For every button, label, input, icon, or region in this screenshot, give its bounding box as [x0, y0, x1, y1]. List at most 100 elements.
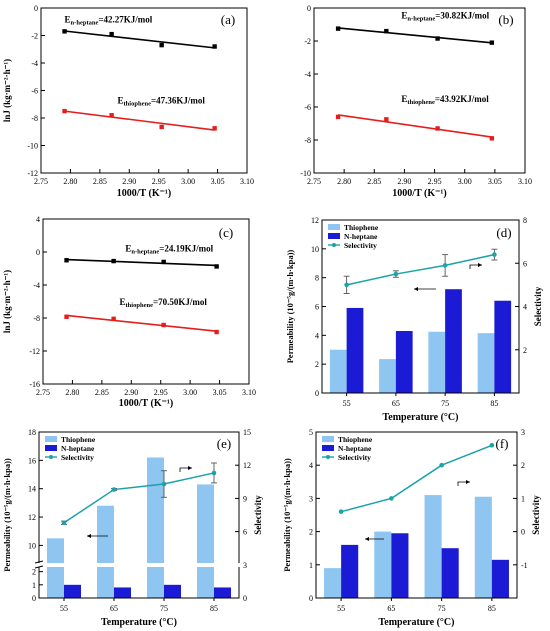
- y2-tick-label: 4: [523, 303, 527, 312]
- fit-line: [338, 27, 492, 44]
- x-tick-label: 2.90: [124, 388, 138, 397]
- right-axis-arrow-head: [188, 466, 192, 470]
- y2-axis-label: Selectivity: [533, 286, 543, 326]
- legend-marker: [49, 455, 53, 459]
- panel-label: (a): [221, 12, 235, 27]
- data-point: [62, 108, 67, 114]
- y-tick-label: 6: [315, 303, 319, 312]
- legend-marker: [326, 455, 330, 459]
- y-tick-label: -10: [27, 142, 38, 151]
- activation-energy-label: En-heptane=24.19KJ/mol: [125, 244, 213, 256]
- x-axis-label: 1000/T (K⁻¹): [119, 398, 173, 409]
- arrhenius-panel-b: 2.75 2.80 2.85 2.90 2.95 3.00 3.05 3.10 0 -2 -4 -6 -…: [300, 4, 532, 199]
- y2-tick-label: 12: [243, 461, 251, 470]
- y-tick-label: 10: [311, 245, 319, 254]
- x-tick-label: 2.90: [122, 177, 136, 186]
- panel-label: (f): [496, 436, 509, 451]
- panel-label: (e): [217, 436, 231, 451]
- data-point: [489, 40, 495, 45]
- y2-tick-label: 15: [243, 428, 251, 437]
- data-point: [335, 26, 341, 31]
- x-tick-label: 3.10: [242, 388, 256, 397]
- selectivity-point: [111, 487, 117, 492]
- activation-energy-label: Ethiophene=70.50KJ/mol: [120, 297, 208, 309]
- right-axis-arrow-head: [466, 480, 470, 484]
- selectivity-point: [439, 462, 444, 468]
- legend-entry: N-heptane: [344, 232, 378, 241]
- data-point: [159, 42, 164, 48]
- y2-tick-label: -1: [521, 561, 528, 570]
- selectivity-point: [393, 271, 399, 277]
- panel-label: (d): [496, 225, 511, 240]
- x-axis-label: Temperature (°C): [101, 617, 177, 628]
- legend-entry: N-heptane: [338, 444, 372, 453]
- legend-swatch: [328, 233, 340, 239]
- y2-tick-label: 3: [521, 428, 525, 437]
- x-tick-label: 65: [392, 399, 400, 408]
- x-tick-label: 3.00: [183, 388, 197, 397]
- fit-line: [64, 30, 215, 49]
- selectivity-point: [492, 252, 497, 257]
- y-tick-label: 14: [28, 485, 36, 494]
- y-tick-label: 2: [315, 360, 319, 369]
- y-tick-label: -8: [31, 114, 38, 123]
- y2-tick-label: 3: [243, 561, 247, 570]
- y2-axis-label: Selectivity: [253, 495, 263, 535]
- data-point: [214, 329, 219, 335]
- n-heptane-bar: [214, 587, 231, 598]
- data-point: [64, 258, 69, 263]
- y-tick-label: 10: [28, 541, 36, 550]
- y-axis-label: lnJ (kg·m⁻²·h⁻¹): [2, 59, 12, 122]
- x-tick-label: 3.00: [458, 177, 472, 186]
- y-tick-label: 0: [307, 4, 311, 13]
- x-tick-label: 2.85: [95, 388, 109, 397]
- y-tick-label: 4: [36, 215, 40, 224]
- left-axis-arrow-head: [87, 534, 91, 538]
- y-tick-label: 8: [315, 274, 319, 283]
- x-tick-label: 75: [438, 604, 446, 613]
- data-point: [62, 29, 67, 34]
- right-axis-arrow-head: [478, 263, 482, 267]
- y-tick-label: 0: [315, 389, 319, 398]
- thiophene-bar: [97, 505, 114, 598]
- y-tick-label: 0: [34, 4, 38, 13]
- y-tick-label: 16: [28, 456, 36, 465]
- activation-energy-label: En-heptane=42.27KJ/mol: [65, 14, 153, 26]
- x-tick-label: 2.80: [65, 388, 79, 397]
- activation-energy-label: Ethiophene=47.36KJ/mol: [118, 96, 206, 108]
- activation-energy-label: En-heptane=30.82KJ/mol: [401, 11, 489, 23]
- selectivity-point: [442, 263, 448, 268]
- x-tick-label: 2.75: [34, 177, 48, 186]
- data-point: [109, 31, 114, 37]
- y-tick-label: 0: [309, 594, 313, 603]
- x-tick-label: 3.05: [213, 388, 227, 397]
- y-tick-label: 12: [28, 513, 36, 522]
- axis-break-gap: [35, 563, 243, 567]
- y-tick-label: -6: [304, 103, 311, 112]
- fit-line: [66, 314, 217, 332]
- x-tick-label: 3.10: [518, 177, 532, 186]
- y2-tick-label: 6: [523, 259, 527, 268]
- data-point: [111, 258, 116, 264]
- selectivity-point: [338, 509, 344, 514]
- fit-line: [66, 258, 217, 267]
- x-tick-label: 3.05: [488, 177, 502, 186]
- data-point: [161, 322, 166, 328]
- x-tick-label: 65: [387, 604, 395, 613]
- x-tick-label: 2.85: [93, 177, 107, 186]
- axis-break-mark: [34, 560, 44, 564]
- arrhenius-panel-a: 2.75 2.80 2.85 2.90 2.95 3.00 3.05 3.10 0 -2 -4 -6 -…: [2, 4, 254, 199]
- activation-energy-label: Ethiophene=43.92KJ/mol: [401, 94, 489, 106]
- plot-frame: [42, 218, 250, 385]
- data-point: [159, 124, 164, 130]
- data-point: [335, 114, 341, 120]
- x-tick-label: 2.90: [397, 177, 411, 186]
- x-tick-label: 75: [441, 399, 449, 408]
- y-tick-label: -12: [27, 169, 38, 178]
- permeability-panel-d: 55 65 75 852468ThiopheneN-heptaneSelectivit…: [285, 216, 543, 423]
- y2-tick-label: 1: [521, 494, 525, 503]
- legend-swatch: [45, 436, 57, 442]
- y-tick-label: 12: [311, 216, 319, 225]
- x-axis-label: 1000/T (K⁻¹): [392, 188, 446, 199]
- y-axis-label: lnJ (kg·m⁻²·h⁻¹): [2, 270, 12, 333]
